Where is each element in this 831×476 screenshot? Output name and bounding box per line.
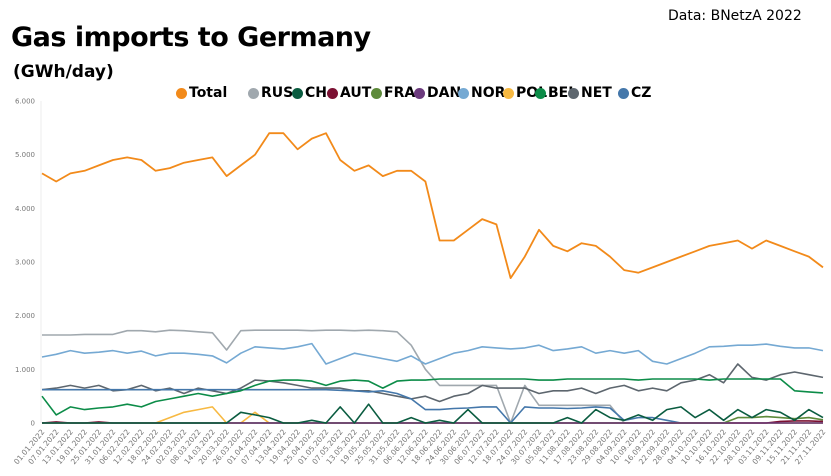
legend-marker xyxy=(503,87,514,99)
legend-label: AUT xyxy=(340,85,372,101)
legend-marker xyxy=(292,87,303,99)
legend-marker xyxy=(371,87,382,99)
legend-label: DAN xyxy=(427,85,462,101)
legend-item-cz[interactable]: CZ xyxy=(618,85,651,101)
chart-title: Gas imports to Germany xyxy=(11,22,371,53)
series-line-total xyxy=(41,132,824,279)
legend-label: CZ xyxy=(631,85,652,101)
legend-item-net[interactable]: NET xyxy=(568,85,612,101)
legend-item-rus[interactable]: RUS xyxy=(248,85,293,101)
legend-label: Total xyxy=(189,85,228,101)
series-line-ch xyxy=(42,403,824,424)
legend-marker xyxy=(176,87,187,99)
legend-item-dan[interactable]: DAN xyxy=(414,85,461,101)
y-tick-label: 2.000 xyxy=(15,312,35,320)
chart-subtitle: (GWh/day) xyxy=(13,62,114,82)
legend-item-ch[interactable]: CH xyxy=(292,85,327,101)
y-tick-label: 4.000 xyxy=(15,205,35,213)
legend-marker xyxy=(535,87,546,99)
legend-marker xyxy=(618,87,629,99)
legend-label: NOR xyxy=(471,85,506,101)
y-tick-label: 5.000 xyxy=(15,151,35,159)
legend-marker xyxy=(248,87,259,99)
legend-item-aut[interactable]: AUT xyxy=(327,85,371,101)
y-tick-label: 3.000 xyxy=(15,259,35,267)
legend-marker xyxy=(568,87,579,99)
legend-label: RUS xyxy=(261,85,294,101)
legend-label: FRA xyxy=(384,85,416,101)
data-source: Data: BNetzA 2022 xyxy=(668,8,802,24)
legend-marker xyxy=(414,87,425,99)
series-line-bel xyxy=(41,378,824,416)
series-line-nor xyxy=(41,342,824,365)
series-line-net xyxy=(41,363,824,403)
legend-item-total[interactable]: Total xyxy=(176,85,227,101)
legend-marker xyxy=(458,87,469,99)
y-tick-label: 1.000 xyxy=(15,366,35,374)
legend-label: CH xyxy=(305,85,327,101)
legend-item-fra[interactable]: FRA xyxy=(371,85,415,101)
y-tick-label: 6.000 xyxy=(15,98,35,106)
legend-marker xyxy=(327,87,338,99)
legend-label: NET xyxy=(581,85,612,101)
y-tick-label: 0 xyxy=(31,420,35,428)
legend-item-nor[interactable]: NOR xyxy=(458,85,505,101)
series-line-cz xyxy=(42,388,823,424)
